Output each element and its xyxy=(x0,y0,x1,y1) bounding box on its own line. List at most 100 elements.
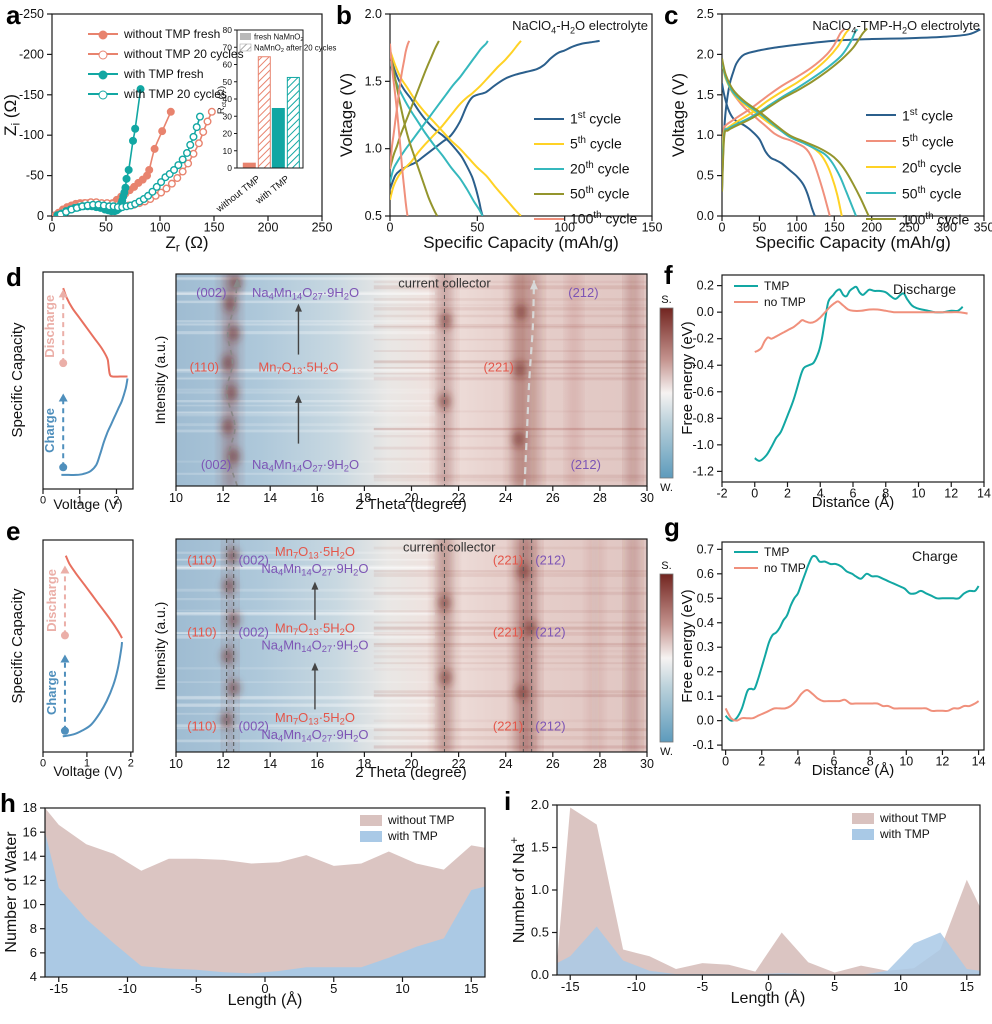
legend-entry: without TMP fresh xyxy=(88,24,244,44)
legend-label: with TMP 20 cycles xyxy=(124,87,227,101)
svg-text:Zr (Ω): Zr (Ω) xyxy=(165,233,208,254)
svg-text:0.0: 0.0 xyxy=(697,305,714,319)
legend-swatch xyxy=(866,114,896,116)
legend-swatch xyxy=(88,90,118,100)
svg-text:0: 0 xyxy=(719,221,726,235)
legend-swatch xyxy=(88,50,118,60)
svg-text:0: 0 xyxy=(722,755,729,769)
svg-text:50: 50 xyxy=(752,221,766,235)
svg-text:-1.0: -1.0 xyxy=(692,438,714,452)
svg-text:2 Theta (degree): 2 Theta (degree) xyxy=(355,764,466,781)
svg-text:Distance (Å): Distance (Å) xyxy=(812,762,895,779)
svg-text:Voltage (V): Voltage (V) xyxy=(337,73,356,157)
svg-text:5: 5 xyxy=(330,981,337,996)
svg-text:100: 100 xyxy=(786,221,807,235)
svg-text:2.0: 2.0 xyxy=(365,7,382,21)
svg-text:70: 70 xyxy=(223,42,233,52)
panel-b-title: NaClO4-H2O electrolyte xyxy=(512,18,648,36)
svg-text:-10: -10 xyxy=(118,981,137,996)
legend-swatch xyxy=(734,551,758,553)
svg-text:Intensity (a.u.): Intensity (a.u.) xyxy=(152,336,168,425)
legend-swatch xyxy=(534,142,564,145)
svg-text:8: 8 xyxy=(882,487,889,501)
svg-text:10: 10 xyxy=(169,757,183,771)
series-100th-discharge xyxy=(390,43,409,216)
svg-text:20: 20 xyxy=(223,129,233,139)
bar-with-TMP-cycled xyxy=(286,76,300,169)
svg-text:Voltage (V): Voltage (V) xyxy=(53,496,122,512)
svg-text:(002): (002) xyxy=(239,552,269,567)
legend-entry: 50th cycle xyxy=(534,181,637,206)
svg-text:10: 10 xyxy=(912,487,926,501)
svg-text:Mn7O13·5H2O: Mn7O13·5H2O xyxy=(258,359,338,376)
svg-text:Voltage (V): Voltage (V) xyxy=(53,763,122,779)
legend-entry: 100th cycle xyxy=(866,206,969,232)
svg-text:12: 12 xyxy=(216,491,230,505)
svg-text:-50: -50 xyxy=(26,169,44,183)
svg-text:0.7: 0.7 xyxy=(697,542,714,556)
svg-text:(221): (221) xyxy=(493,552,523,567)
svg-text:-1.2: -1.2 xyxy=(692,464,714,478)
svg-text:S.: S. xyxy=(661,294,671,306)
panel-letter-d: d xyxy=(6,262,22,292)
svg-text:Na4Mn14O27·9H2O: Na4Mn14O27·9H2O xyxy=(252,285,359,302)
svg-text:-0.8: -0.8 xyxy=(692,411,714,425)
svg-text:0: 0 xyxy=(49,221,56,235)
panel-letter-f: f xyxy=(664,260,673,290)
svg-text:0: 0 xyxy=(751,487,758,501)
svg-text:0.5: 0.5 xyxy=(365,209,382,223)
svg-text:300: 300 xyxy=(936,221,957,235)
svg-text:Specific Capacity: Specific Capacity xyxy=(9,322,26,438)
svg-text:2: 2 xyxy=(128,757,134,769)
svg-text:Number of Water: Number of Water xyxy=(3,831,20,953)
svg-text:20: 20 xyxy=(405,757,419,771)
panel-letter-b: b xyxy=(336,0,352,30)
svg-text:Charge: Charge xyxy=(42,408,57,453)
svg-text:12: 12 xyxy=(935,755,949,769)
legend-label: without TMP fresh xyxy=(124,27,221,41)
svg-text:5: 5 xyxy=(831,979,838,994)
svg-text:16: 16 xyxy=(310,757,324,771)
svg-text:16: 16 xyxy=(310,491,324,505)
legend-label: TMP xyxy=(764,545,790,559)
legend-label: no TMP xyxy=(764,295,806,309)
svg-text:-15: -15 xyxy=(49,981,68,996)
svg-text:4: 4 xyxy=(817,487,824,501)
svg-text:50: 50 xyxy=(99,221,113,235)
series-discharge xyxy=(62,287,128,378)
legend-swatch xyxy=(734,285,758,287)
svg-text:Rct (Ω): Rct (Ω) xyxy=(216,86,228,114)
svg-text:-0.2: -0.2 xyxy=(692,332,714,346)
svg-text:(002): (002) xyxy=(196,285,226,300)
panel-letter-g: g xyxy=(664,512,680,542)
svg-text:-0.4: -0.4 xyxy=(692,358,714,372)
svg-text:2.0: 2.0 xyxy=(697,47,714,61)
legend-c: 1st cycle 5th cycle 20th cycle 50th cycle 10… xyxy=(866,102,969,232)
svg-text:1: 1 xyxy=(77,494,83,506)
legend-label: no TMP xyxy=(764,561,806,575)
series-100th-charge xyxy=(722,27,868,192)
svg-text:without TMP: without TMP xyxy=(214,174,263,216)
legend-entry: with TMP fresh xyxy=(88,64,244,84)
legend-label: without TMP xyxy=(388,813,455,827)
legend-entry: no TMP xyxy=(734,294,806,310)
area-without-TMP xyxy=(45,808,485,977)
svg-text:10: 10 xyxy=(23,897,37,912)
legend-swatch xyxy=(534,117,564,120)
legend-entry: 1st cycle xyxy=(866,102,969,128)
legend-swatch xyxy=(866,166,896,168)
svg-text:Mn7O13·5H2O: Mn7O13·5H2O xyxy=(275,710,355,727)
svg-text:-0.1: -0.1 xyxy=(692,738,714,752)
svg-text:4: 4 xyxy=(794,755,801,769)
legend-i: without TMP with TMP xyxy=(852,810,946,842)
svg-text:10: 10 xyxy=(223,146,233,156)
svg-text:100: 100 xyxy=(554,221,575,235)
svg-text:-10: -10 xyxy=(627,979,646,994)
legend-entry: 20th cycle xyxy=(534,156,637,181)
svg-text:150: 150 xyxy=(642,221,663,235)
svg-text:current collector: current collector xyxy=(398,276,491,291)
svg-text:-2: -2 xyxy=(716,487,727,501)
series-1st-charge xyxy=(390,39,600,190)
svg-text:60: 60 xyxy=(223,60,233,70)
svg-text:24: 24 xyxy=(499,757,513,771)
